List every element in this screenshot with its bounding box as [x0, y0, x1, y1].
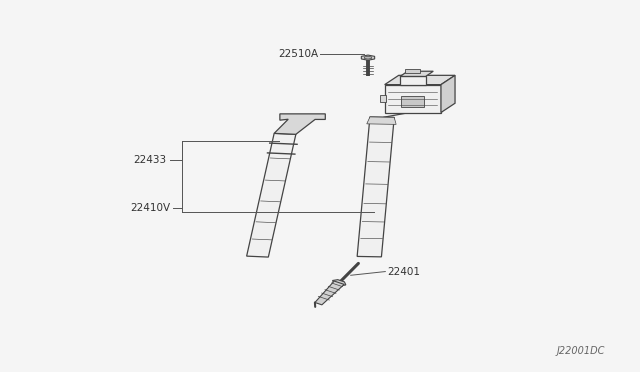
Polygon shape — [385, 75, 455, 85]
Polygon shape — [357, 117, 394, 257]
Text: 22433: 22433 — [133, 155, 166, 165]
Polygon shape — [400, 71, 433, 77]
FancyBboxPatch shape — [405, 69, 420, 73]
Polygon shape — [315, 281, 344, 305]
Polygon shape — [441, 75, 455, 112]
Text: 22401: 22401 — [387, 267, 420, 276]
Text: J22001DC: J22001DC — [556, 346, 605, 356]
Polygon shape — [274, 114, 325, 134]
FancyBboxPatch shape — [401, 96, 424, 107]
Polygon shape — [246, 134, 296, 257]
Polygon shape — [333, 280, 346, 286]
FancyBboxPatch shape — [400, 77, 426, 85]
Polygon shape — [367, 117, 396, 124]
FancyBboxPatch shape — [385, 85, 441, 112]
Polygon shape — [362, 55, 374, 60]
Text: 22410V: 22410V — [130, 203, 170, 213]
FancyBboxPatch shape — [380, 95, 386, 102]
Polygon shape — [364, 56, 372, 59]
Text: 22510A: 22510A — [278, 49, 318, 59]
